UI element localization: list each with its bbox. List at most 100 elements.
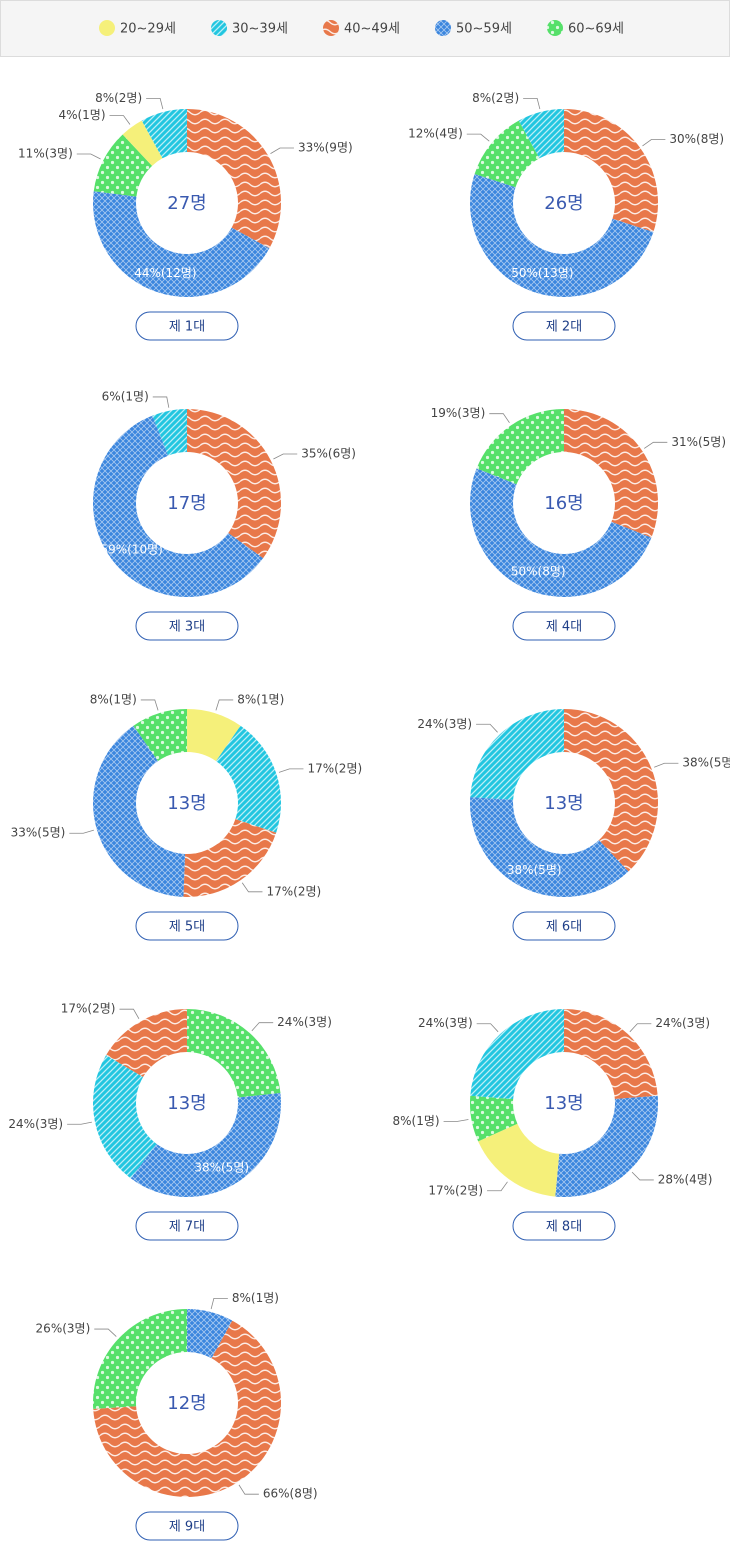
- leader-line: [644, 441, 668, 449]
- leader-line: [119, 1008, 140, 1019]
- title-button: [135, 311, 239, 341]
- center-label: 13명: [544, 1093, 583, 1114]
- donut-slice: [470, 797, 629, 897]
- donut-slice: [106, 1009, 187, 1078]
- title-button: [135, 911, 239, 941]
- leader-line: [466, 133, 490, 142]
- center-label: 13명: [167, 793, 206, 814]
- value-label: 24%(3명): [277, 1015, 332, 1029]
- donut-slice: [470, 173, 654, 297]
- chart-title: 제 3대: [169, 620, 205, 635]
- value-label: 8%(1명): [392, 1114, 439, 1128]
- leader-line: [146, 97, 164, 110]
- donut-slice: [92, 1055, 157, 1179]
- donut-slice: [92, 1309, 187, 1409]
- donut-slice: [187, 709, 241, 762]
- title-button: [512, 611, 616, 641]
- donut-slice: [564, 409, 658, 538]
- title-button: [135, 1511, 239, 1541]
- donut-slice: [187, 1309, 233, 1359]
- center-label: 26명: [544, 193, 583, 214]
- title-button: [512, 311, 616, 341]
- donut-slice: [92, 191, 270, 297]
- leader-line: [76, 153, 101, 160]
- leader-line: [94, 1328, 117, 1337]
- value-label: 19%(3명): [431, 406, 486, 420]
- donut-slice: [478, 1123, 560, 1197]
- title-button: [512, 911, 616, 941]
- value-label: 50%(8명): [511, 565, 566, 579]
- donut-slice: [555, 1095, 658, 1197]
- donut-slice: [93, 1320, 281, 1497]
- chart-title: 제 6대: [546, 920, 582, 935]
- leader-line: [210, 1297, 228, 1310]
- donut-slice: [564, 1009, 658, 1100]
- donut-slice: [470, 468, 652, 597]
- chart-title: 제 4대: [546, 620, 582, 635]
- donut-slice: [187, 409, 281, 559]
- value-label: 31%(5명): [671, 435, 726, 449]
- leader-line: [215, 699, 234, 711]
- leader-line: [241, 882, 263, 893]
- donut-slice: [564, 109, 658, 233]
- value-label: 66%(8명): [263, 1487, 318, 1501]
- value-label: 59%(10명): [101, 542, 163, 556]
- chart-title: 제 9대: [169, 1520, 205, 1535]
- center-label: 17명: [167, 493, 206, 514]
- legend-swatch: [435, 20, 451, 36]
- leader-line: [631, 1171, 654, 1181]
- leader-line: [654, 762, 679, 768]
- leader-line: [629, 1023, 652, 1033]
- chart-title: 제 2대: [546, 320, 582, 335]
- value-label: 6%(1명): [102, 389, 149, 403]
- value-label: 26%(3명): [36, 1322, 91, 1336]
- value-label: 38%(5명): [194, 1160, 249, 1174]
- legend-swatch: [547, 20, 563, 36]
- legend-label: 30~39세: [232, 22, 288, 37]
- value-label: 30%(8명): [669, 132, 724, 146]
- chart-title: 제 8대: [546, 1220, 582, 1235]
- legend-box: [0, 0, 730, 57]
- title-button: [135, 611, 239, 641]
- value-label: 24%(3명): [655, 1016, 710, 1030]
- donut-slice: [518, 109, 564, 159]
- leader-line: [523, 97, 541, 110]
- donut-slice: [183, 819, 277, 897]
- legend-swatch: [323, 20, 339, 36]
- center-label: 12명: [167, 1393, 206, 1414]
- value-label: 35%(6명): [301, 446, 356, 460]
- value-label: 38%(5명): [682, 756, 730, 770]
- value-label: 8%(1명): [232, 1291, 279, 1305]
- leader-line: [251, 1022, 274, 1032]
- value-label: 28%(4명): [658, 1172, 713, 1186]
- donut-slice: [130, 1092, 281, 1197]
- donut-slice: [93, 725, 186, 897]
- donut-slice: [476, 409, 564, 485]
- value-label: 17%(2명): [61, 1002, 116, 1016]
- legend-label: 20~29세: [120, 22, 176, 37]
- value-label: 33%(9명): [298, 141, 353, 155]
- value-label: 33%(5명): [11, 826, 66, 840]
- value-label: 17%(2명): [428, 1183, 483, 1197]
- leader-line: [487, 1181, 508, 1192]
- value-label: 8%(1명): [90, 692, 137, 706]
- center-label: 27명: [167, 193, 206, 214]
- donut-slice: [187, 1009, 281, 1098]
- value-label: 17%(2명): [266, 884, 321, 898]
- legend-label: 50~59세: [456, 22, 512, 37]
- donut-slice: [93, 415, 264, 597]
- leader-line: [67, 1121, 92, 1125]
- leader-line: [642, 139, 666, 147]
- value-label: 24%(3명): [417, 717, 472, 731]
- value-label: 24%(3명): [8, 1117, 63, 1131]
- legend-swatch: [211, 20, 227, 36]
- legend-label: 60~69세: [568, 22, 624, 37]
- value-label: 17%(2명): [307, 761, 362, 775]
- value-label: 24%(3명): [418, 1016, 473, 1030]
- donut-slice: [93, 134, 153, 197]
- value-label: 8%(1명): [237, 692, 284, 706]
- leader-line: [443, 1119, 469, 1122]
- leader-line: [140, 699, 159, 711]
- leader-line: [278, 768, 304, 773]
